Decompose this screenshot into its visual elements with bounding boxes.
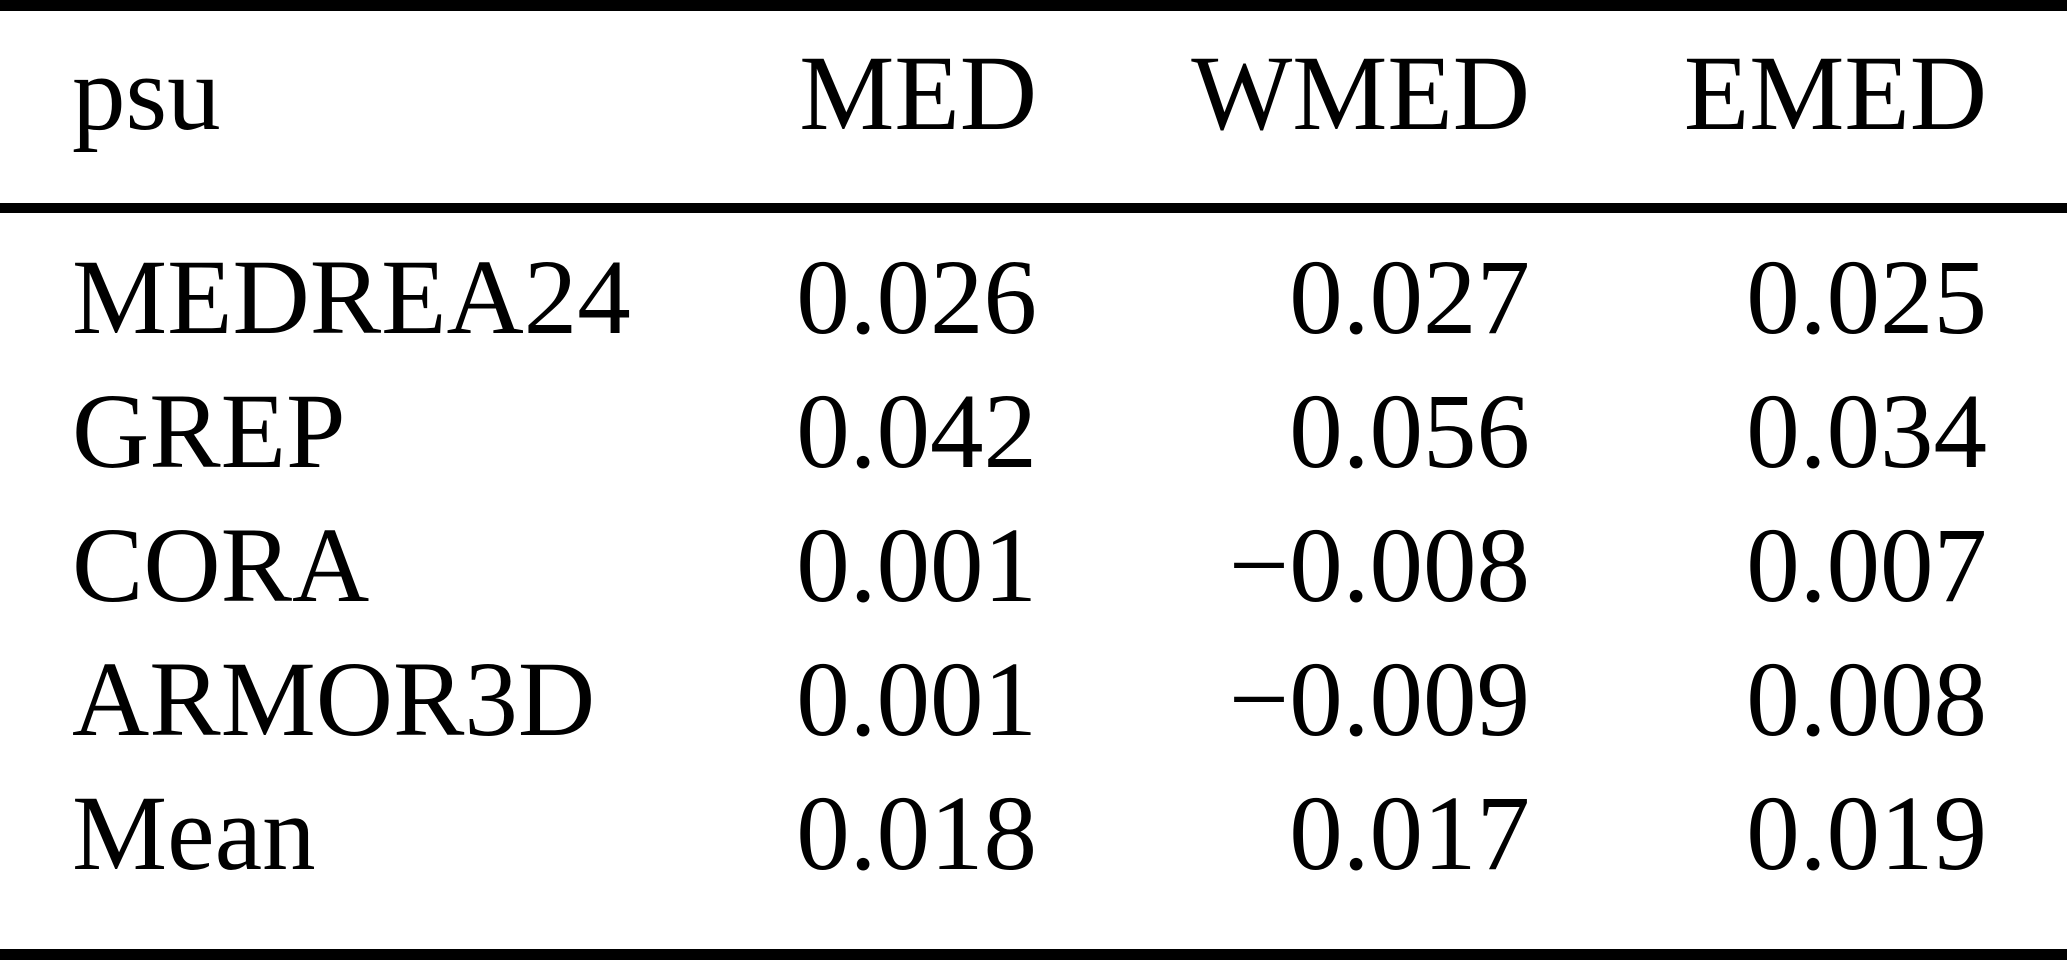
cell-value: 0.008 (1746, 641, 1987, 759)
column-header-psu: psu (0, 5, 700, 213)
table-row: Mean 0.018 0.017 0.019 (0, 767, 2067, 955)
cell-value: 0.056 (1289, 373, 1530, 491)
row-label: ARMOR3D (72, 641, 596, 759)
column-header-med: MED (700, 5, 1037, 213)
cell-value: −0.008 (1228, 507, 1530, 625)
column-header-emed: EMED (1530, 5, 2067, 213)
cell-value: 0.042 (796, 373, 1037, 491)
row-label: CORA (72, 507, 370, 625)
header-row: psu MED WMED EMED (0, 5, 2067, 213)
cell-value: 0.007 (1746, 507, 1987, 625)
cell-value: 0.019 (1746, 775, 1987, 893)
cell-value: 0.034 (1746, 373, 1987, 491)
cell-value: 0.027 (1289, 239, 1530, 357)
row-label: GREP (72, 373, 346, 491)
table-row: MEDREA24 0.026 0.027 0.025 (0, 208, 2067, 365)
table-row: GREP 0.042 0.056 0.034 (0, 365, 2067, 499)
column-header-wmed: WMED (1037, 5, 1530, 213)
cell-value: 0.017 (1289, 775, 1530, 893)
cell-value: 0.025 (1746, 239, 1987, 357)
cell-value: 0.001 (796, 641, 1037, 759)
cell-value: 0.018 (796, 775, 1037, 893)
table-row: ARMOR3D 0.001 −0.009 0.008 (0, 633, 2067, 767)
cell-value: 0.001 (796, 507, 1037, 625)
row-label: MEDREA24 (72, 239, 631, 357)
cell-value: −0.009 (1228, 641, 1530, 759)
cell-value: 0.026 (796, 239, 1037, 357)
table-row: CORA 0.001 −0.008 0.007 (0, 499, 2067, 633)
row-label: Mean (72, 775, 316, 893)
